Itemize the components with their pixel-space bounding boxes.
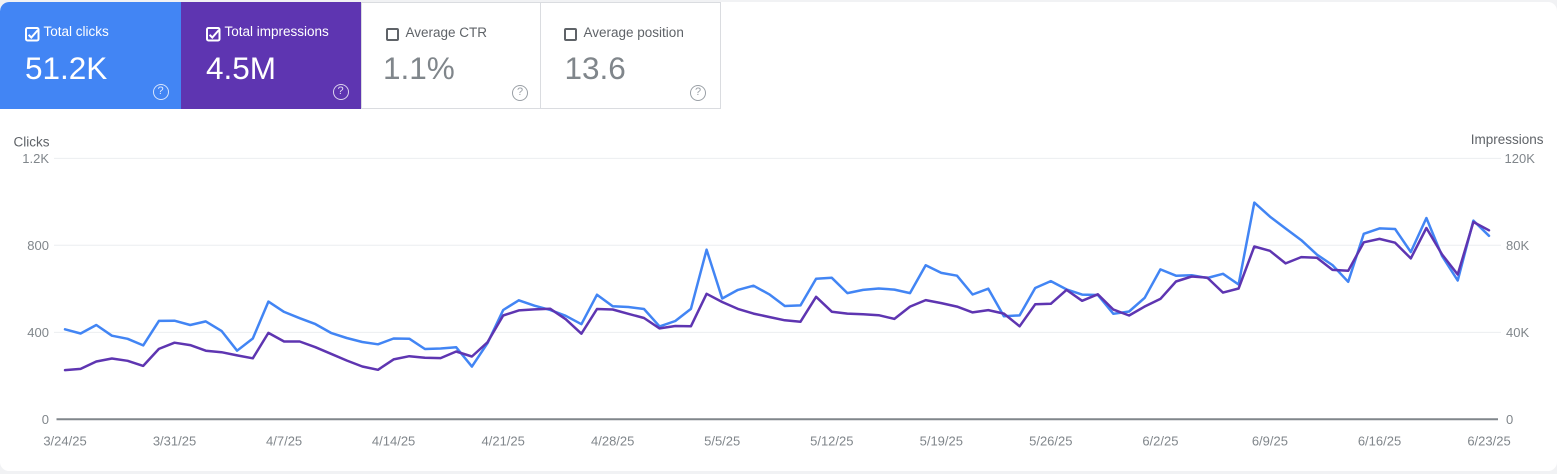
svg-text:0: 0 xyxy=(42,412,49,427)
svg-text:6/9/25: 6/9/25 xyxy=(1252,433,1288,448)
svg-text:4/28/25: 4/28/25 xyxy=(591,433,634,448)
svg-text:4/7/25: 4/7/25 xyxy=(266,433,302,448)
svg-text:5/19/25: 5/19/25 xyxy=(920,433,963,448)
svg-text:3/31/25: 3/31/25 xyxy=(153,433,196,448)
svg-text:4/14/25: 4/14/25 xyxy=(372,433,415,448)
svg-text:5/12/25: 5/12/25 xyxy=(810,433,853,448)
svg-text:4/21/25: 4/21/25 xyxy=(482,433,525,448)
svg-text:120K: 120K xyxy=(1505,151,1536,166)
svg-text:6/16/25: 6/16/25 xyxy=(1358,433,1401,448)
svg-text:40K: 40K xyxy=(1506,325,1529,340)
svg-text:1.2K: 1.2K xyxy=(22,151,49,166)
svg-text:6/23/25: 6/23/25 xyxy=(1467,433,1510,448)
svg-text:0: 0 xyxy=(1506,412,1513,427)
svg-text:5/5/25: 5/5/25 xyxy=(704,433,740,448)
svg-text:Clicks: Clicks xyxy=(14,134,50,149)
svg-text:6/2/25: 6/2/25 xyxy=(1142,433,1178,448)
svg-text:800: 800 xyxy=(27,238,49,253)
svg-text:Impressions: Impressions xyxy=(1471,132,1544,147)
svg-text:80K: 80K xyxy=(1506,238,1529,253)
svg-text:400: 400 xyxy=(27,325,49,340)
svg-text:3/24/25: 3/24/25 xyxy=(43,433,86,448)
svg-text:5/26/25: 5/26/25 xyxy=(1029,433,1072,448)
